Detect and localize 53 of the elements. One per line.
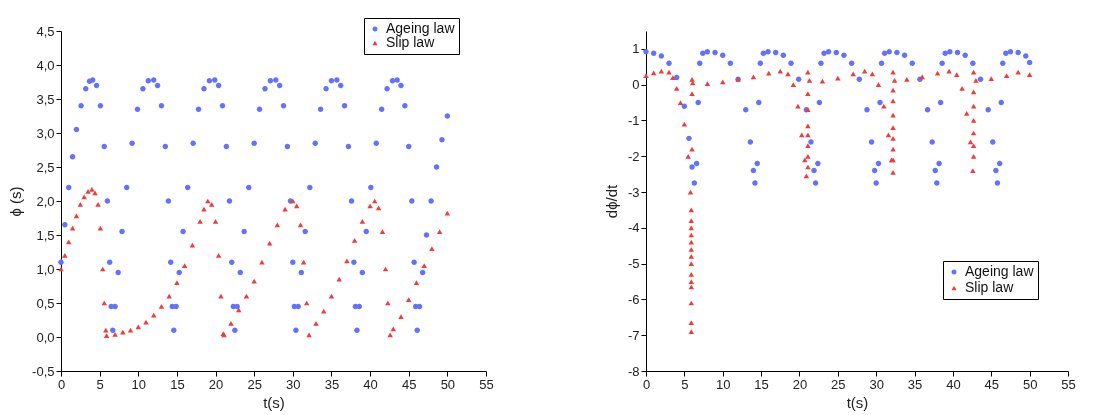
x-tick-label: 5 [681, 376, 689, 392]
y-tick-label: -1 [627, 112, 640, 128]
x-tick-label: 45 [984, 376, 1000, 392]
y-tick-label: -6 [627, 291, 640, 307]
legend-label: Ageing law [386, 20, 456, 36]
y-tick-label: 2,5 [36, 159, 55, 175]
y-tick-label: -3 [627, 184, 640, 200]
x-tick-label: 30 [286, 376, 301, 392]
y-tick-label: 3,0 [36, 125, 55, 141]
y-tick-label: -7 [627, 327, 640, 343]
y-tick-label: 0,5 [36, 295, 55, 311]
legend-label: Ageing law [965, 263, 1035, 279]
x-tick-label: 40 [363, 376, 378, 392]
x-axis-title: t(s) [263, 393, 285, 411]
y-tick-label: 2,0 [36, 193, 55, 209]
x-tick-label: 40 [946, 376, 961, 392]
x-tick-label: 0 [57, 376, 66, 392]
x-tick-label: 35 [324, 376, 340, 392]
x-tick-label: 15 [170, 376, 185, 392]
y-tick-label: -2 [627, 148, 640, 164]
x-tick-label: 10 [131, 376, 147, 392]
y-tick-label: 1 [632, 41, 640, 57]
x-tick-label: 45 [401, 376, 417, 392]
x-tick-label: 0 [642, 376, 651, 392]
y-tick-label: 1,5 [36, 227, 55, 243]
legend-label: Slip law [386, 34, 436, 50]
y-tick-label: -4 [627, 220, 640, 236]
x-tick-label: 30 [869, 376, 884, 392]
x-tick-label: 15 [754, 376, 769, 392]
x-tick-label: 5 [96, 376, 104, 392]
y-tick-label: 0,0 [36, 329, 55, 345]
x-tick-label: 25 [831, 376, 846, 392]
y-tick-label: 3,5 [36, 91, 55, 107]
legend-label: Slip law [965, 279, 1015, 295]
y-tick-label: 0 [632, 77, 640, 93]
x-tick-label: 25 [247, 376, 262, 392]
x-tick-label: 35 [907, 376, 923, 392]
x-tick-label: 55 [1061, 376, 1076, 392]
x-axis-title: t(s) [846, 393, 869, 411]
y-axis-title: ϕ (s) [7, 186, 25, 217]
y-tick-label: 1,0 [36, 261, 55, 277]
y-tick-label: 4,5 [36, 23, 55, 39]
y-axis-title: dϕ/dt [602, 183, 620, 219]
y-tick-label: 4,0 [36, 57, 55, 73]
x-tick-label: 50 [1022, 376, 1038, 392]
x-tick-label: 10 [715, 376, 731, 392]
x-tick-label: 55 [479, 376, 494, 392]
x-tick-label: 20 [792, 376, 808, 392]
y-tick-label: -5 [627, 256, 640, 272]
y-tick-label: -8 [627, 363, 640, 379]
y-tick-label: -0,5 [32, 363, 55, 379]
x-tick-label: 20 [208, 376, 224, 392]
x-tick-label: 50 [440, 376, 456, 392]
